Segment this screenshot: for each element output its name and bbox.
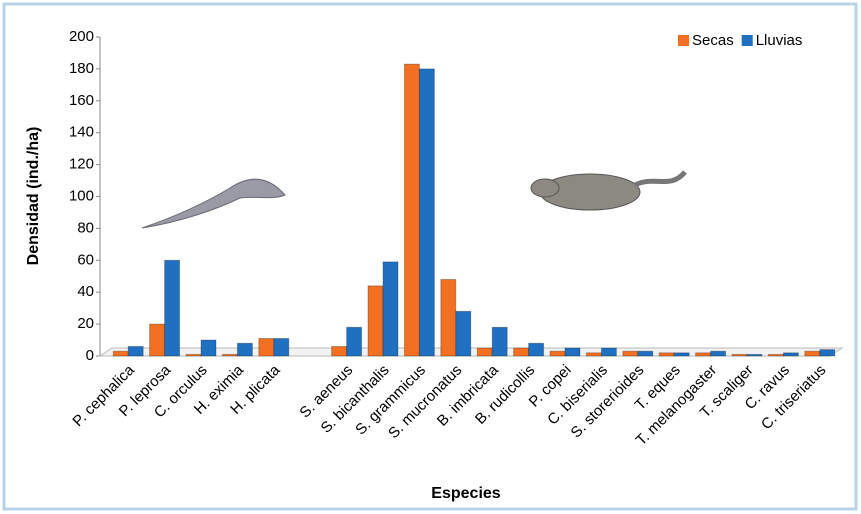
bar [623,351,638,356]
bar [674,353,689,356]
bar [419,69,434,356]
y-tick-label: 0 [86,347,94,364]
legend-label: Lluvias [756,32,803,49]
y-tick-label: 200 [69,28,94,45]
bar [274,338,289,356]
bar [165,260,180,356]
bar [347,327,362,356]
bar [222,354,237,356]
bar [404,64,419,356]
bar [529,343,544,356]
bar [456,311,471,356]
y-tick-label: 180 [69,60,94,77]
bar [550,351,565,356]
bar [783,353,798,356]
x-axis-title: Especies [431,485,500,502]
bar [696,353,711,356]
bar [820,350,835,356]
y-axis-title: Densidad (ind./ha) [25,127,42,266]
y-tick-label: 100 [69,187,94,204]
bar [492,327,507,356]
y-tick-label: 120 [69,156,94,173]
bar [805,351,820,356]
bar [259,338,274,356]
chart: Densidad (ind./ha) Especies 0 20 40 60 80 100… [0,0,861,514]
bar [441,279,456,356]
bar [514,348,529,356]
bar [711,351,726,356]
y-tick-label: 60 [77,251,94,268]
y-tick-label: 20 [77,315,94,332]
bar [565,348,580,356]
legend-swatch [678,35,689,46]
bar [638,351,653,356]
y-tick-label: 40 [77,283,94,300]
y-tick-label: 160 [69,92,94,109]
bar [113,351,128,356]
bar [237,343,252,356]
bar [150,324,165,356]
y-tick-label: 80 [77,219,94,236]
y-tick-label: 140 [69,124,94,141]
bar [586,353,601,356]
bar [601,348,616,356]
bar [747,354,762,356]
bar [732,354,747,356]
bar [659,353,674,356]
bar [383,262,398,356]
bar [201,340,216,356]
legend-swatch [742,35,753,46]
bar [332,346,347,356]
legend-label: Secas [692,32,734,49]
bar [128,346,143,356]
bar [768,354,783,356]
bar [368,286,383,356]
bar [186,354,201,356]
bar [477,348,492,356]
